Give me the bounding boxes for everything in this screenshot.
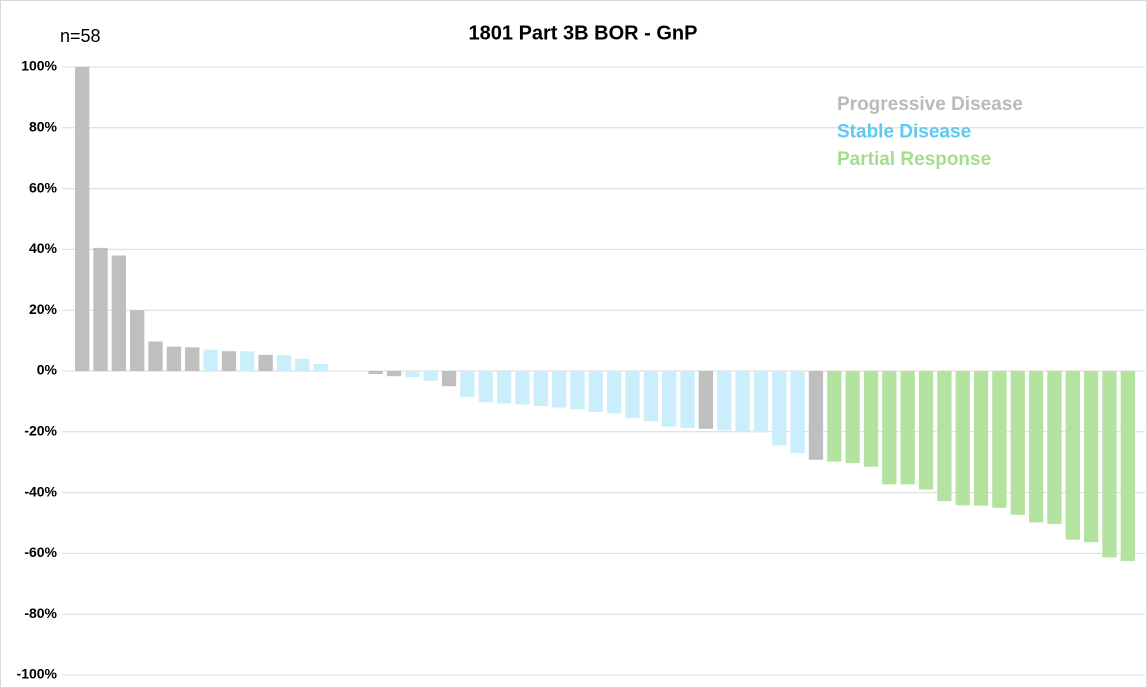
bar: [1065, 371, 1080, 540]
bar: [1010, 371, 1025, 515]
y-tick-label: 80%: [29, 119, 58, 135]
bar: [1047, 371, 1062, 524]
bar: [551, 371, 567, 408]
bar: [258, 354, 273, 371]
bar: [386, 371, 402, 377]
y-tick-label: 100%: [21, 58, 57, 74]
bar: [148, 341, 163, 371]
bar: [643, 371, 659, 422]
bar: [992, 371, 1007, 508]
bar: [313, 364, 328, 371]
legend-entry: Progressive Disease: [837, 94, 1023, 115]
bar: [882, 371, 897, 485]
bar: [368, 371, 383, 375]
chart-title: 1801 Part 3B BOR - GnP: [469, 22, 698, 44]
bar: [478, 371, 493, 403]
bar: [625, 371, 640, 419]
bar: [918, 371, 934, 490]
bar: [570, 371, 585, 410]
bar: [130, 310, 145, 371]
bar: [423, 371, 438, 381]
bar: [166, 346, 182, 371]
bar: [295, 358, 310, 371]
legend-entry: Partial Response: [837, 149, 991, 170]
bar: [937, 371, 952, 502]
bar: [808, 371, 824, 460]
bar: [111, 255, 127, 371]
bar: [698, 371, 714, 429]
y-tick-label: 0%: [37, 362, 58, 378]
y-tick-label: -40%: [24, 483, 57, 499]
bar: [588, 371, 603, 413]
bar: [753, 371, 769, 433]
y-tick-label: -80%: [24, 605, 57, 621]
bar: [1083, 371, 1099, 543]
y-tick-label: -60%: [24, 544, 57, 560]
bar: [75, 67, 90, 371]
bar: [845, 371, 860, 464]
bar: [93, 247, 108, 371]
bar: [717, 371, 732, 431]
bar: [240, 351, 255, 371]
bar: [496, 371, 512, 404]
bar: [790, 371, 805, 454]
bar: [533, 371, 548, 406]
bar: [863, 371, 879, 467]
bar: [203, 349, 218, 371]
bar: [772, 371, 787, 446]
bar: [221, 351, 237, 371]
bar: [680, 371, 695, 428]
bar: [827, 371, 842, 462]
bar: [607, 371, 622, 414]
bar: [955, 371, 970, 506]
y-tick-label: 40%: [29, 240, 58, 256]
bar: [515, 371, 530, 405]
bar: [405, 371, 420, 378]
bar: [276, 355, 292, 371]
bar: [441, 371, 457, 387]
y-tick-label: 20%: [29, 301, 58, 317]
y-tick-label: 60%: [29, 179, 58, 195]
bar: [460, 371, 475, 397]
y-tick-label: -100%: [17, 666, 58, 682]
bar: [735, 371, 750, 432]
bar: [185, 347, 200, 371]
bar: [662, 371, 677, 427]
bar: [900, 371, 915, 485]
bar: [973, 371, 989, 506]
bar: [1120, 371, 1135, 561]
y-tick-label: -20%: [24, 423, 57, 439]
bar: [1102, 371, 1117, 558]
annotation: n=58: [60, 26, 101, 46]
bar: [1028, 371, 1044, 523]
legend-entry: Stable Disease: [837, 122, 971, 143]
